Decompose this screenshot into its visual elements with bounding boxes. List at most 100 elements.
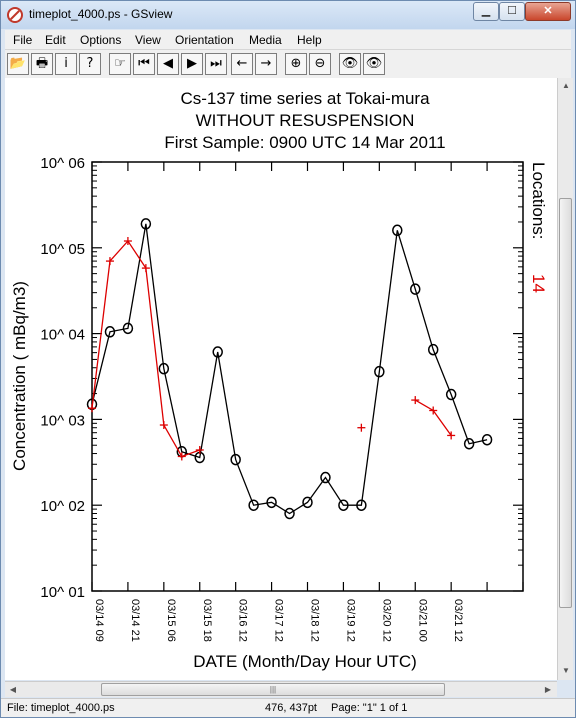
y-axis: 10^ 01 10^ 02 10^ 03 10^ 04 10^ 05 10^ 06 xyxy=(40,155,523,601)
y-tick-label: 10^ 06 xyxy=(40,155,85,172)
data-point-circle xyxy=(266,496,277,509)
x-tick-label: 03/16 12 xyxy=(237,599,249,642)
prev-page-icon[interactable]: ◀ xyxy=(157,53,179,75)
zoom-out-icon[interactable]: ⊖ xyxy=(309,53,331,75)
data-point-circle xyxy=(230,453,241,466)
scroll-up-icon[interactable]: ▲ xyxy=(562,81,570,90)
data-point-plus xyxy=(447,431,456,440)
data-point-circle xyxy=(248,499,259,511)
menu-file[interactable]: File xyxy=(13,33,33,47)
plot-frame xyxy=(91,161,524,592)
help-icon[interactable]: ? xyxy=(79,53,101,75)
text-search-next-icon[interactable]: 👁 xyxy=(363,53,385,75)
menu-orientation[interactable]: Orientation xyxy=(175,33,234,47)
x-tick-label: 03/15 18 xyxy=(201,599,213,642)
vertical-scroll-thumb[interactable] xyxy=(559,198,572,608)
print-icon[interactable]: 🖶 xyxy=(31,53,53,75)
status-page: Page: "1" 1 of 1 xyxy=(331,702,408,714)
data-point-circle xyxy=(481,433,493,446)
scroll-left-icon[interactable]: ◀ xyxy=(9,685,17,694)
chart-title: Cs-137 time series at Tokai-mura WITHOUT … xyxy=(164,89,445,152)
zoom-in-icon[interactable]: ⊕ xyxy=(285,53,307,75)
text-search-icon[interactable]: 👁 xyxy=(339,53,361,75)
chart-title-line: Cs-137 time series at Tokai-mura xyxy=(180,89,430,108)
info-icon[interactable]: i xyxy=(55,53,77,75)
chart-title-line: First Sample: 0900 UTC 14 Mar 2011 xyxy=(164,133,445,152)
menu-options[interactable]: Options xyxy=(80,33,122,47)
data-point-circle xyxy=(356,499,367,511)
chart-title-line: WITHOUT RESUSPENSION xyxy=(196,111,415,130)
menu-edit[interactable]: Edit xyxy=(45,33,66,47)
data-point-circle xyxy=(338,499,349,511)
y-tick-label: 10^ 01 xyxy=(40,584,85,601)
x-tick-label: 03/18 12 xyxy=(309,599,321,642)
x-tick-label: 03/17 12 xyxy=(273,599,285,642)
y-axis-label: Concentration ( mBq/m3) xyxy=(10,281,29,471)
data-point-circle xyxy=(445,388,457,401)
status-file: File: timeplot_4000.ps xyxy=(7,702,115,714)
menu-view[interactable]: View xyxy=(135,33,161,47)
locations-label: Locations: xyxy=(529,162,548,240)
data-series xyxy=(86,218,493,520)
data-point-plus xyxy=(429,406,438,415)
menu-help[interactable]: Help xyxy=(297,33,322,47)
x-tick-label: 03/15 06 xyxy=(165,599,177,642)
y-tick-label: 10^ 02 xyxy=(40,498,85,515)
series-line xyxy=(91,239,200,458)
data-point-plus xyxy=(195,445,204,454)
data-point-plus xyxy=(357,423,366,432)
data-point-circle xyxy=(463,438,475,450)
data-point-circle xyxy=(104,326,116,338)
gsview-app-icon[interactable] xyxy=(7,7,23,23)
toolbar: 📂 🖶 i? ☞ ⏮ ◀ ▶ ⏭ ← → ⊕ ⊖ 👁 👁 xyxy=(5,50,571,78)
x-tick-label: 03/20 12 xyxy=(380,599,392,642)
data-point-circle xyxy=(302,496,313,509)
data-point-circle xyxy=(158,362,170,375)
horizontal-scroll-thumb[interactable]: ||| xyxy=(101,683,445,696)
timeplot-chart: Cs-137 time series at Tokai-mura WITHOUT … xyxy=(10,89,548,671)
maximize-button[interactable]: ☐ xyxy=(499,2,525,21)
status-coords: 476, 437pt xyxy=(265,702,317,714)
x-tick-label: 03/14 09 xyxy=(93,599,105,642)
x-tick-label: 03/19 12 xyxy=(344,599,356,642)
last-page-icon[interactable]: ⏭ xyxy=(205,53,227,75)
data-point-plus xyxy=(88,404,96,413)
x-tick-label: 03/21 12 xyxy=(452,599,464,642)
x-axis: 03/14 09 03/14 21 03/15 06 03/15 18 03/16 12… xyxy=(91,162,524,642)
locations-value: 14 xyxy=(529,274,548,293)
data-point-circle xyxy=(392,224,403,237)
data-point-plus xyxy=(141,264,150,273)
data-point-circle xyxy=(374,365,385,378)
data-point-circle xyxy=(320,471,331,484)
y-tick-label: 10^ 05 xyxy=(40,241,85,258)
scroll-right-icon[interactable]: ▶ xyxy=(544,685,552,694)
data-point-plus xyxy=(159,421,168,430)
x-tick-label: 03/21 00 xyxy=(416,599,428,642)
data-point-circle xyxy=(122,322,134,335)
next-page-icon[interactable]: ▶ xyxy=(181,53,203,75)
data-point-circle xyxy=(284,507,295,520)
series-line xyxy=(91,223,488,515)
x-tick-label: 03/14 21 xyxy=(129,599,141,642)
y-tick-label: 10^ 03 xyxy=(40,412,85,429)
menu-media[interactable]: Media xyxy=(249,33,282,47)
y-tick-label: 10^ 04 xyxy=(40,327,85,344)
forward-icon[interactable]: → xyxy=(255,53,277,75)
data-point-circle xyxy=(212,346,223,358)
back-icon[interactable]: ← xyxy=(231,53,253,75)
data-point-circle xyxy=(427,343,439,356)
goto-page-icon[interactable]: ☞ xyxy=(109,53,131,75)
minimize-button[interactable]: ▁ xyxy=(473,2,499,21)
horizontal-scrollbar[interactable]: ◀ ||| ▶ xyxy=(5,681,557,697)
scroll-down-icon[interactable]: ▼ xyxy=(562,666,570,675)
x-axis-label: DATE (Month/Day Hour UTC) xyxy=(193,652,417,671)
vertical-scrollbar[interactable]: ▲ ▼ xyxy=(557,78,573,680)
data-point-circle xyxy=(410,283,421,295)
data-point-plus xyxy=(123,237,132,246)
series-line xyxy=(414,399,452,436)
document-viewport[interactable]: Cs-137 time series at Tokai-mura WITHOUT … xyxy=(5,78,557,680)
data-point-plus xyxy=(105,257,114,266)
open-icon[interactable]: 📂 xyxy=(7,53,29,75)
first-page-icon[interactable]: ⏮ xyxy=(133,53,155,75)
close-button[interactable]: ✕ xyxy=(525,2,571,21)
